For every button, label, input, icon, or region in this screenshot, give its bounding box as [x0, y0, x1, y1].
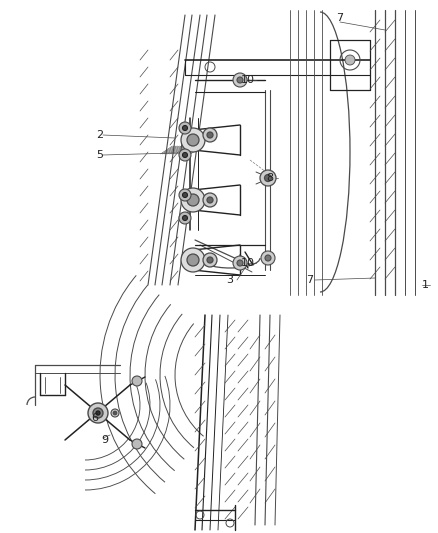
Circle shape: [179, 189, 191, 201]
Circle shape: [260, 170, 276, 186]
Circle shape: [237, 77, 243, 83]
Circle shape: [183, 215, 187, 221]
Circle shape: [203, 253, 217, 267]
Text: 9: 9: [102, 435, 109, 445]
Circle shape: [96, 411, 100, 415]
Circle shape: [111, 409, 119, 417]
Circle shape: [261, 251, 275, 265]
Text: 6: 6: [92, 413, 99, 423]
Circle shape: [113, 411, 117, 415]
Circle shape: [207, 197, 213, 203]
Circle shape: [181, 188, 205, 212]
Circle shape: [207, 257, 213, 263]
Text: 10: 10: [241, 258, 255, 268]
Circle shape: [265, 174, 272, 182]
Text: 8: 8: [266, 173, 274, 183]
Circle shape: [237, 260, 243, 266]
Circle shape: [179, 212, 191, 224]
Circle shape: [233, 256, 247, 270]
Circle shape: [93, 408, 103, 418]
Text: 10: 10: [241, 75, 255, 85]
Circle shape: [132, 376, 142, 386]
Circle shape: [203, 128, 217, 142]
Circle shape: [187, 254, 199, 266]
Circle shape: [265, 255, 271, 261]
Circle shape: [207, 132, 213, 138]
Circle shape: [183, 125, 187, 131]
Circle shape: [203, 193, 217, 207]
Circle shape: [345, 55, 355, 65]
Circle shape: [88, 403, 108, 423]
Circle shape: [233, 73, 247, 87]
Circle shape: [181, 128, 205, 152]
Text: 5: 5: [96, 150, 103, 160]
Circle shape: [187, 194, 199, 206]
Circle shape: [132, 439, 142, 449]
Text: 7: 7: [307, 275, 314, 285]
Text: 2: 2: [96, 130, 103, 140]
Circle shape: [183, 192, 187, 198]
Text: 7: 7: [336, 13, 343, 23]
Circle shape: [183, 152, 187, 157]
Circle shape: [179, 149, 191, 161]
Text: 3: 3: [226, 275, 233, 285]
Circle shape: [181, 248, 205, 272]
Text: 1: 1: [421, 280, 428, 290]
Circle shape: [179, 122, 191, 134]
Circle shape: [187, 134, 199, 146]
